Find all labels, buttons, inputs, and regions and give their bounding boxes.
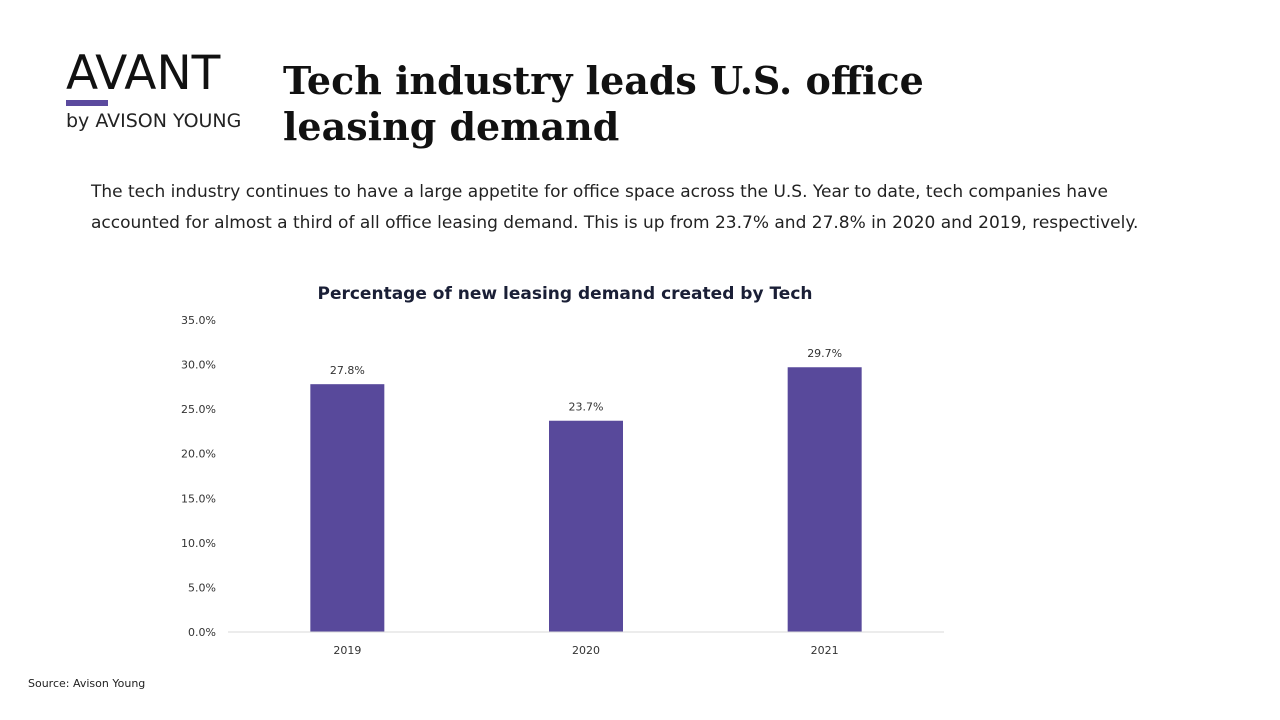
y-tick-label: 25.0% [181,403,216,416]
bar [310,384,385,632]
chart-title: Percentage of new leasing demand created… [317,284,812,304]
x-tick-label: 2020 [572,644,600,657]
brand-logo: AVANT by AVISON YOUNG [66,48,256,132]
source-note: Source: Avison Young [28,677,146,690]
y-tick-label: 30.0% [181,359,216,372]
data-label: 29.7% [807,347,842,360]
data-label: 23.7% [569,401,604,414]
bars: 27.8% 23.7% 29.7% [310,347,862,632]
x-tick-label: 2021 [811,644,839,657]
page-title: Tech industry leads U.S. office leasing … [283,58,924,149]
brand-accent-bar [66,100,108,106]
bar [787,367,862,632]
x-axis-ticks: 2019 2020 2021 [333,644,838,657]
y-tick-label: 35.0% [181,314,216,327]
x-tick-label: 2019 [333,644,361,657]
brand-subtitle: by AVISON YOUNG [66,110,242,132]
data-label: 27.8% [330,364,365,377]
y-axis-ticks: 0.0% 5.0% 10.0% 15.0% 20.0% 25.0% 30.0% 35.0% [181,314,216,639]
brand-name: AVANT [66,46,221,101]
y-tick-label: 5.0% [188,581,216,594]
y-tick-label: 10.0% [181,537,216,550]
y-tick-label: 0.0% [188,626,216,639]
intro-paragraph: The tech industry continues to have a la… [91,182,1139,233]
y-tick-label: 20.0% [181,448,216,461]
y-tick-label: 15.0% [181,492,216,505]
bar [549,420,623,632]
